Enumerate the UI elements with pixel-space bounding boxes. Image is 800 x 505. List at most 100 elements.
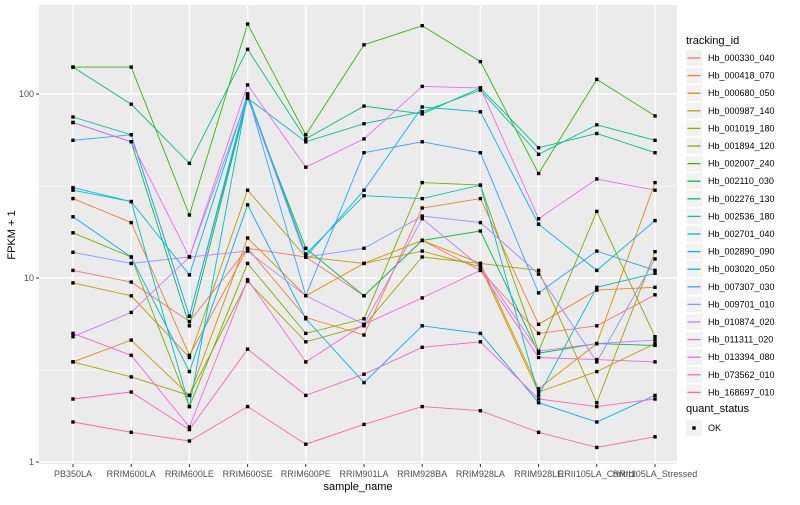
data-point (478, 59, 483, 64)
data-point (245, 83, 250, 87)
data-point (420, 110, 424, 114)
series-points-Hb_003020_050 (71, 203, 657, 424)
data-point (245, 249, 250, 253)
data-point (245, 22, 250, 26)
legend-entry: Hb_010874_020 (686, 314, 775, 330)
legend-entry-quant-status: OK (686, 420, 721, 436)
legend-entry: Hb_003020_050 (686, 261, 775, 278)
data-point (653, 397, 657, 401)
data-point (536, 397, 541, 401)
data-point (536, 171, 541, 176)
panel-background (39, 5, 677, 464)
data-point (536, 272, 541, 276)
data-point (304, 331, 308, 336)
series-points-Hb_011311_020 (71, 83, 657, 259)
x-tick-label: RRIM901LA (339, 469, 388, 479)
data-point (595, 268, 599, 273)
legend-entry-label: Hb_003020_050 (708, 264, 775, 274)
data-point (536, 217, 541, 221)
data-point (536, 291, 541, 295)
data-point (187, 425, 192, 429)
data-point (129, 390, 133, 394)
data-point (420, 214, 424, 218)
data-point (362, 372, 366, 376)
data-point (129, 102, 133, 106)
data-point (420, 255, 424, 259)
legend-entry: Hb_168697_010 (686, 384, 775, 401)
data-point (653, 343, 657, 348)
data-point (129, 430, 133, 434)
legend-entry: Hb_001019_180 (686, 120, 775, 137)
legend-entry: Hb_002110_030 (686, 173, 774, 190)
data-point (187, 273, 192, 277)
data-point (595, 77, 599, 82)
data-point (129, 140, 133, 144)
data-point (362, 104, 366, 108)
data-point (304, 360, 308, 364)
legend-key-point (692, 426, 696, 430)
data-point (420, 296, 424, 300)
data-point (71, 215, 75, 219)
data-point (304, 294, 308, 298)
data-point (304, 165, 308, 169)
data-point (653, 271, 657, 275)
data-point (653, 338, 657, 342)
data-point (362, 333, 366, 337)
data-point (245, 96, 250, 100)
legend-entry: Hb_001894_120 (686, 138, 775, 154)
data-point (187, 393, 192, 398)
data-point (653, 393, 657, 398)
data-point (478, 409, 483, 413)
data-point (595, 123, 599, 127)
data-point (71, 397, 75, 401)
data-point (653, 180, 657, 185)
data-point (536, 390, 541, 394)
data-point (536, 152, 541, 156)
data-point (478, 268, 483, 273)
data-point (187, 355, 192, 360)
data-point (653, 138, 657, 142)
legend-entry: Hb_000987_140 (686, 102, 775, 119)
legend-entry-label: Hb_002276_130 (708, 194, 775, 204)
data-point (129, 255, 133, 259)
x-tick-label: RRIM600PE (281, 469, 331, 479)
data-point (71, 335, 75, 339)
data-point (362, 188, 366, 192)
legend-entry: Hb_002701_040 (686, 226, 775, 242)
plot-panel (39, 5, 677, 464)
data-point (536, 331, 541, 336)
data-point (362, 261, 366, 266)
data-point (595, 177, 599, 181)
x-tick-label: RRII105LA_Control (558, 469, 636, 479)
data-points (71, 22, 657, 450)
legend-entry: Hb_002890_090 (686, 243, 775, 260)
legend-entry-label: Hb_002110_030 (708, 176, 774, 186)
data-point (595, 401, 599, 405)
data-point (653, 435, 657, 439)
data-point (245, 188, 250, 192)
data-point (478, 265, 483, 269)
data-point (245, 261, 250, 266)
data-point (245, 246, 250, 250)
data-point (420, 196, 424, 201)
data-point (187, 255, 192, 259)
data-point (129, 294, 133, 298)
legend-entry-label: Hb_002701_040 (708, 229, 775, 239)
series-points-Hb_073562_010 (71, 340, 657, 432)
data-point (478, 340, 483, 344)
data-point (187, 404, 192, 409)
data-point (478, 229, 483, 233)
x-tick-label: RRIM928LE (514, 469, 563, 479)
data-point (595, 357, 599, 362)
data-point (187, 439, 192, 443)
data-point (129, 65, 133, 69)
data-point (129, 220, 133, 225)
legend-entry-label: Hb_010874_020 (708, 317, 775, 327)
data-point (595, 288, 599, 292)
data-point (362, 194, 366, 198)
data-point (478, 261, 483, 266)
data-point (362, 317, 366, 321)
data-point (245, 404, 250, 409)
data-point (245, 236, 250, 240)
data-point (595, 341, 599, 346)
